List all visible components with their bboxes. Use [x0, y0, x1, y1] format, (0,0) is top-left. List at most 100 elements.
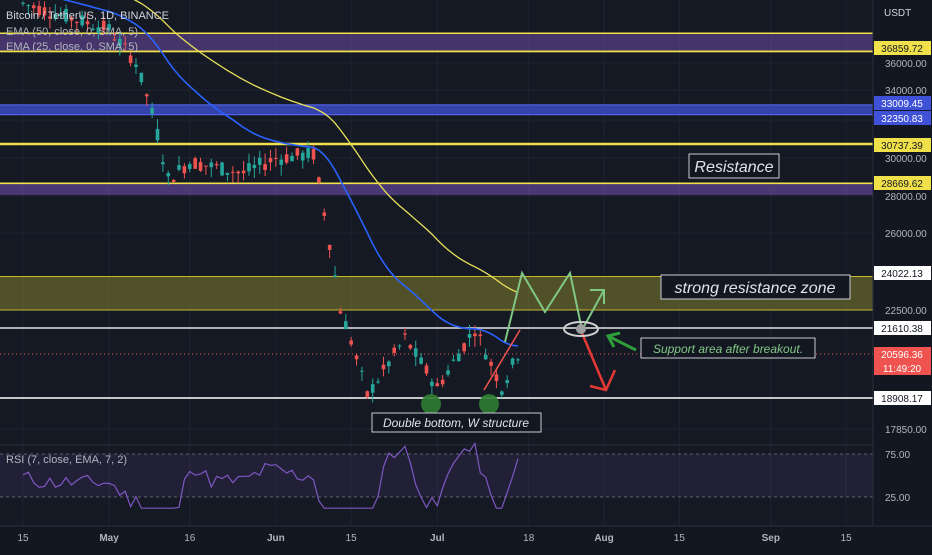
- candle-body: [268, 158, 273, 163]
- candle-body: [107, 24, 111, 31]
- candle-body: [177, 165, 181, 170]
- price-tick-label: 26000.00: [885, 229, 927, 240]
- support-area-label: Support area after breakout.: [640, 337, 816, 359]
- candle-body: [80, 15, 84, 26]
- trend-line: [483, 329, 521, 391]
- candle-body: [257, 157, 262, 165]
- candle-body: [166, 173, 171, 177]
- candle-body: [456, 353, 461, 362]
- ema25-legend: EMA (25, close, 0, SMA, 5): [6, 41, 138, 53]
- candle-body: [161, 162, 165, 165]
- candle-body: [214, 163, 219, 166]
- candle-body: [279, 159, 284, 165]
- candle-body: [505, 380, 509, 384]
- candle-body: [413, 348, 418, 357]
- time-tick-label: 16: [184, 533, 196, 544]
- eye-pupil: [576, 324, 586, 334]
- rsi-tick-label: 75.00: [885, 450, 910, 461]
- price-tick-label: 22500.00: [885, 306, 927, 317]
- candle-body: [365, 391, 370, 397]
- price-tick-label: 30000.00: [885, 154, 927, 165]
- svg-text:Resistance: Resistance: [694, 159, 773, 176]
- candle-body: [42, 7, 47, 16]
- rejection-arrowhead: [589, 369, 617, 392]
- price-badge-label: 30737.39: [881, 141, 923, 152]
- candle-body: [333, 275, 337, 277]
- double-bottom-label: Double bottom, W structure: [371, 412, 542, 433]
- svg-text:Double bottom, W structure: Double bottom, W structure: [383, 416, 529, 430]
- candle-body: [516, 359, 520, 361]
- time-tick-label: Sep: [762, 533, 780, 544]
- price-badge-bg: [874, 361, 931, 375]
- candle-body: [370, 384, 375, 393]
- ema-lines: [62, 0, 519, 347]
- ema50-line: [133, 0, 519, 294]
- candle-body: [462, 343, 466, 352]
- time-tick-label: Jul: [430, 533, 445, 544]
- time-tick-label: 15: [674, 533, 686, 544]
- price-badge-bg: [874, 111, 931, 125]
- candle-body: [381, 364, 386, 370]
- candle-body: [344, 321, 348, 330]
- price-tick-label: 17850.00: [885, 425, 927, 436]
- price-badge-label: 24022.13: [881, 269, 923, 280]
- candle-body: [236, 171, 240, 174]
- candle-body: [274, 157, 278, 159]
- candle-body: [489, 361, 493, 366]
- rsi-legend: RSI (7, close, EMA, 7, 2): [6, 454, 127, 466]
- candle-body: [483, 354, 488, 360]
- candle-body: [446, 370, 450, 375]
- candle-body: [387, 361, 391, 367]
- candle-body: [247, 163, 251, 172]
- candle-body: [58, 14, 63, 17]
- candle-body: [327, 244, 332, 250]
- breakout-arrow: [581, 289, 605, 331]
- candle-body: [467, 334, 472, 338]
- w-projection-path: [504, 270, 583, 343]
- price-badge-bg: [874, 347, 931, 361]
- rsi-line: [22, 441, 519, 509]
- candle-body: [403, 333, 407, 335]
- candle-body: [128, 55, 133, 64]
- zone-band: [0, 183, 873, 196]
- candle-body: [360, 370, 364, 372]
- price-badge-bg: [874, 266, 931, 280]
- candle-body: [419, 357, 423, 364]
- candle-body: [31, 5, 36, 9]
- price-tick-label: 34000.00: [885, 86, 927, 97]
- candle-body: [349, 340, 353, 345]
- candle-body: [494, 374, 499, 382]
- price-badge-label: 11:49:20: [883, 364, 922, 375]
- candle-body: [37, 5, 41, 16]
- candle-body: [510, 358, 515, 365]
- price-badge-label: 32350.83: [881, 114, 923, 125]
- candle-body: [75, 21, 79, 23]
- candle-body: [435, 383, 440, 387]
- candle-body: [69, 17, 74, 21]
- price-badge-bg: [874, 176, 931, 190]
- price-badge-label: 36859.72: [881, 44, 923, 55]
- candle-body: [21, 2, 25, 4]
- candle-body: [284, 154, 289, 163]
- candles-layer: [21, 0, 520, 403]
- candle-body: [317, 177, 321, 183]
- candle-body: [430, 381, 434, 387]
- rsi-tick-labels: 75.00 25.00: [885, 450, 910, 504]
- candle-body: [290, 155, 294, 162]
- price-badge-bg: [874, 41, 931, 55]
- breakout-arrowhead: [590, 289, 605, 304]
- candle-body: [123, 43, 128, 45]
- chart-legend: Bitcoin / TetherUS, 1D, BINANCE EMA (50,…: [6, 10, 169, 53]
- symbol-title: Bitcoin / TetherUS, 1D, BINANCE: [6, 10, 169, 22]
- ema50-legend: EMA (50, close, 0, SMA, 5): [6, 26, 138, 38]
- ema25-line: [62, 0, 519, 347]
- price-badges: 36859.72 33009.45 32350.83 30737.39 28669.62…: [874, 41, 931, 405]
- candle-body: [231, 171, 235, 173]
- price-badge-bg: [874, 391, 931, 405]
- price-badge-bg: [874, 321, 931, 335]
- time-tick-label: 15: [346, 533, 358, 544]
- time-tick-label: May: [99, 533, 119, 544]
- grid: [0, 0, 873, 526]
- time-tick-label: Jun: [267, 533, 285, 544]
